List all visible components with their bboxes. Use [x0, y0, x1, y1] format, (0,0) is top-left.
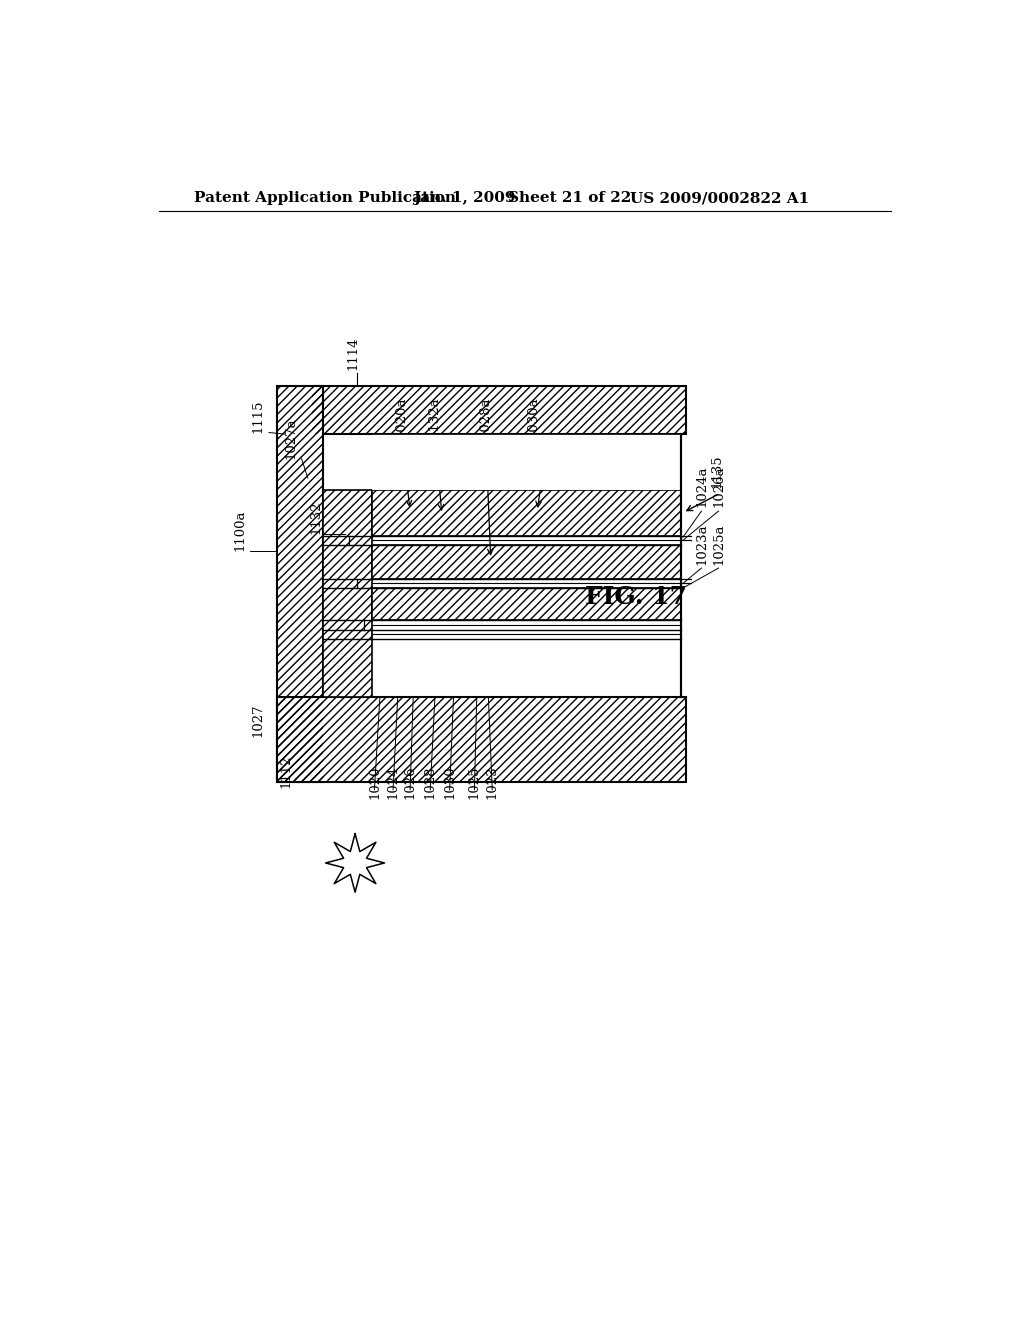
Text: 1020: 1020	[368, 766, 381, 799]
Bar	[311, 385, 686, 434]
Bar	[276, 697, 686, 781]
Bar	[372, 490, 681, 536]
Text: 1030a: 1030a	[526, 396, 539, 438]
Text: 1100a: 1100a	[233, 510, 247, 552]
Bar	[311, 385, 686, 434]
Text: Patent Application Publication: Patent Application Publication	[194, 191, 456, 206]
Text: 1028a: 1028a	[478, 396, 490, 438]
Text: 1026a: 1026a	[712, 466, 725, 507]
Bar	[372, 434, 681, 490]
Text: Sheet 21 of 22: Sheet 21 of 22	[508, 191, 631, 206]
Bar	[276, 385, 324, 781]
Text: 1023: 1023	[485, 766, 499, 799]
Text: 1028: 1028	[424, 766, 437, 799]
Text: 1132a: 1132a	[428, 396, 440, 438]
Bar	[276, 385, 324, 781]
Bar	[324, 490, 372, 697]
Text: 1020a: 1020a	[394, 396, 408, 438]
Bar	[372, 589, 681, 620]
Text: 1027a: 1027a	[285, 417, 297, 459]
Polygon shape	[326, 834, 385, 892]
Text: US 2009/0002822 A1: US 2009/0002822 A1	[630, 191, 809, 206]
Text: Jan. 1, 2009: Jan. 1, 2009	[414, 191, 516, 206]
Bar	[324, 490, 372, 697]
Text: 1027: 1027	[252, 704, 264, 738]
Text: 1115: 1115	[252, 399, 264, 433]
Bar	[276, 697, 686, 781]
Bar	[372, 490, 681, 536]
Text: 1114: 1114	[346, 337, 359, 370]
Bar	[372, 589, 681, 620]
Text: 1023a: 1023a	[695, 523, 708, 565]
Text: 1026: 1026	[403, 766, 417, 799]
Text: 1025: 1025	[468, 766, 481, 799]
Text: 1112: 1112	[280, 755, 293, 788]
Bar	[372, 545, 681, 579]
Text: 1030: 1030	[443, 766, 456, 799]
Text: 1025a: 1025a	[712, 524, 725, 565]
Text: 1024: 1024	[386, 766, 399, 799]
Text: FIG. 17: FIG. 17	[586, 585, 687, 610]
Text: 1024a: 1024a	[695, 466, 708, 507]
Bar	[372, 545, 681, 579]
Text: 1135: 1135	[711, 454, 724, 488]
Text: 1132: 1132	[309, 500, 323, 535]
